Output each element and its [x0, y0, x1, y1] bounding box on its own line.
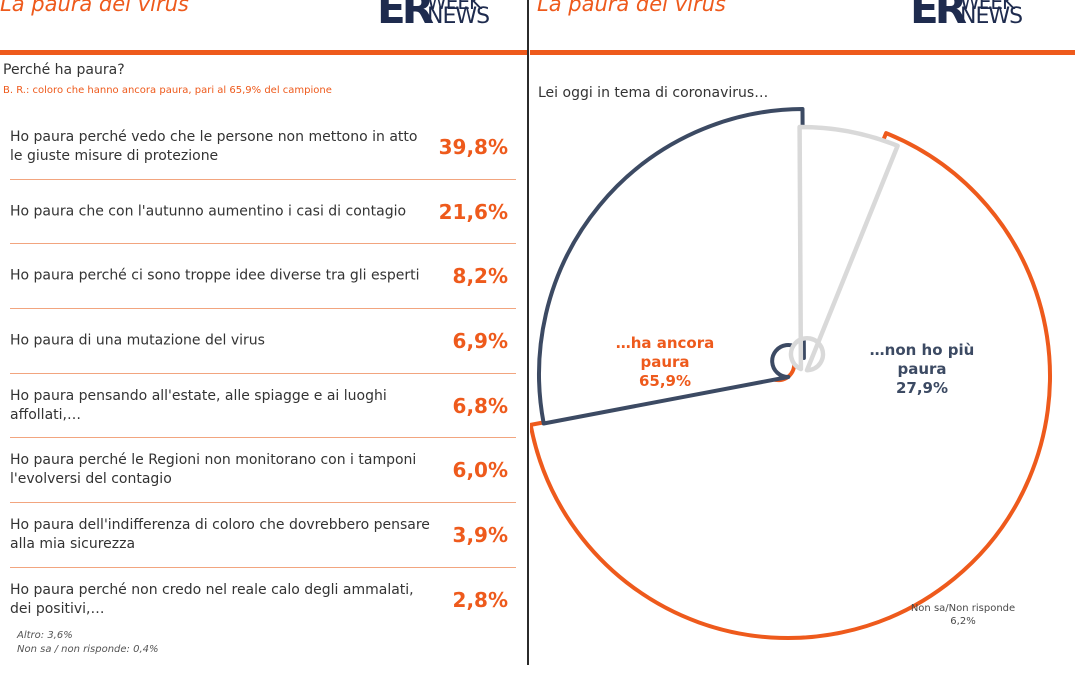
reason-percentage: 39,8%: [438, 134, 508, 159]
right-panel: La paura del virus ER WEEK NEWS Lei oggi…: [530, 0, 1075, 665]
reason-row: Ho paura perché ci sono troppe idee dive…: [10, 244, 516, 310]
reason-row: Ho paura dell'indifferenza di coloro che…: [10, 503, 516, 568]
logo-week: WEEK: [427, 0, 482, 14]
reason-row: Ho paura perché vedo che le persone non …: [10, 115, 516, 180]
reason-label: Ho paura perché ci sono troppe idee dive…: [10, 267, 420, 284]
reason-percentage: 2,8%: [452, 588, 508, 613]
logo-mark: ER: [377, 0, 434, 33]
reason-label: Ho paura dell'indifferenza di coloro che…: [10, 516, 430, 552]
header-rule-right: [530, 50, 1075, 55]
base-note: B. R.: coloro che hanno ancora paura, pa…: [3, 85, 332, 96]
question-title: Perché ha paura?: [3, 62, 125, 78]
reason-row: Ho paura perché non credo nel reale calo…: [10, 568, 516, 633]
header-rule: [0, 50, 527, 55]
pie-value-label: 27,9%: [896, 379, 948, 397]
chart-subtitle: Lei oggi in tema di coronavirus…: [538, 85, 769, 101]
pie-slice-label: paura: [897, 360, 946, 378]
right-title: La paura del virus: [537, 0, 726, 16]
reasons-table: Ho paura perché vedo che le persone non …: [10, 115, 516, 633]
reason-percentage: 3,9%: [452, 522, 508, 547]
reason-percentage: 6,9%: [452, 328, 508, 353]
pie-slice-label: Non sa/Non risponde: [911, 603, 1015, 614]
pie-slice: [530, 131, 1052, 641]
footnote-other: Altro: 3,6%: [17, 630, 73, 641]
reason-row: Ho paura di una mutazione del virus 6,9%: [10, 309, 516, 374]
pie-slice-label: …ha ancora: [616, 334, 715, 352]
pie-slice-label: …non ho più: [870, 341, 975, 359]
logo-week: WEEK: [960, 0, 1015, 14]
reason-row: Ho paura che con l'autunno aumentino i c…: [10, 180, 516, 245]
reason-label: Ho paura perché vedo che le persone non …: [10, 128, 418, 164]
reason-row: Ho paura perché le Regioni non monitoran…: [10, 438, 516, 504]
pie-value-label: 6,2%: [950, 616, 975, 627]
panel-divider: [527, 0, 529, 665]
reason-percentage: 21,6%: [438, 199, 508, 224]
pie-value-label: 65,9%: [639, 372, 691, 390]
reason-label: Ho paura che con l'autunno aumentino i c…: [10, 203, 407, 220]
pie-slice-label: paura: [640, 353, 689, 371]
reason-label: Ho paura di una mutazione del virus: [10, 332, 265, 349]
reason-percentage: 6,0%: [452, 458, 508, 483]
left-panel: La paura del virus ER WEEK NEWS Perché h…: [0, 0, 527, 665]
reason-label: Ho paura pensando all'estate, alle spiag…: [10, 387, 387, 423]
reason-row: Ho paura pensando all'estate, alle spiag…: [10, 374, 516, 439]
reason-percentage: 8,2%: [452, 264, 508, 289]
logo-news: NEWS: [960, 4, 1023, 29]
left-title: La paura del virus: [0, 0, 189, 16]
reason-percentage: 6,8%: [452, 393, 508, 418]
weeknews-logo: ER WEEK NEWS: [377, 0, 522, 33]
footnote-dont-know: Non sa / non risponde: 0,4%: [17, 644, 159, 655]
pie-slice: [537, 107, 806, 426]
pie-slice: [788, 124, 900, 373]
logo-mark: ER: [910, 0, 967, 33]
logo-news: NEWS: [427, 4, 490, 29]
weeknews-logo-right: ER WEEK NEWS: [910, 0, 1055, 33]
reason-label: Ho paura perché le Regioni non monitoran…: [10, 452, 417, 488]
reason-label: Ho paura perché non credo nel reale calo…: [10, 582, 414, 618]
